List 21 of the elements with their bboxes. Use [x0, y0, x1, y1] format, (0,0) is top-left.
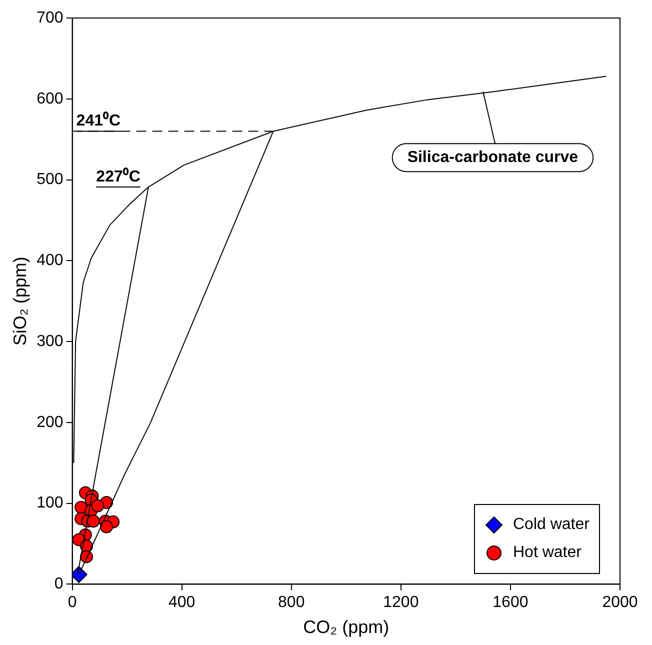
x-tick-label: 800: [278, 594, 305, 612]
y-tick-label: 300: [36, 332, 64, 350]
y-tick-label: 400: [36, 252, 64, 270]
x-tick-label: 1200: [383, 594, 419, 612]
y-tick-label: 700: [36, 9, 64, 26]
x-axis-title: CO₂ (ppm): [303, 617, 390, 638]
y-tick-label: 100: [36, 494, 64, 512]
x-tick-label: 0: [68, 594, 77, 612]
annotation: Silica-carbonate curve: [407, 149, 578, 166]
y-axis-title: SiO₂ (ppm): [10, 256, 30, 346]
annotation: 241⁰C: [76, 112, 121, 130]
x-tick-label: 1600: [492, 594, 528, 612]
legend-label: Cold water: [513, 516, 590, 534]
legend-label: Hot water: [513, 544, 582, 562]
y-tick-label: 200: [36, 414, 64, 431]
x-tick-label: 2000: [602, 594, 638, 612]
y-tick-label: 600: [36, 90, 64, 108]
annotation: 227⁰C: [96, 167, 141, 186]
x-tick-label: 400: [168, 594, 196, 612]
y-tick-label: 500: [36, 171, 64, 188]
y-tick-label: 0: [54, 576, 64, 593]
